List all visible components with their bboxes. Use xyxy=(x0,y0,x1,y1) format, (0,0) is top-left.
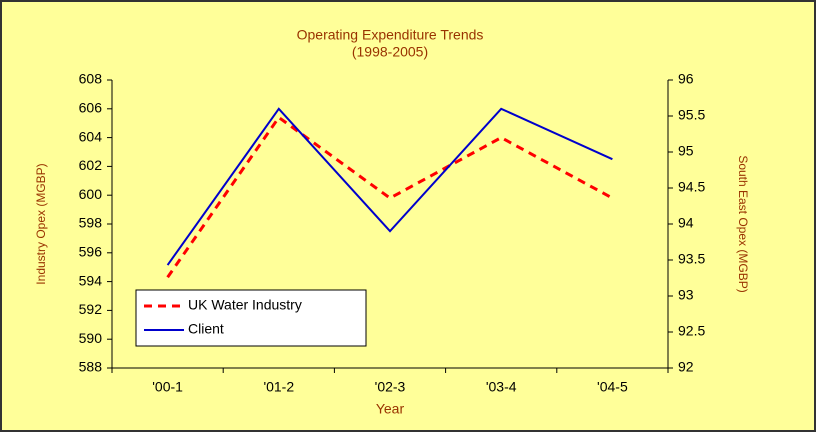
y-tick-label: 594 xyxy=(79,272,103,288)
y-tick-label: 596 xyxy=(79,244,103,260)
y-tick-label: 606 xyxy=(79,100,103,116)
y2-tick-label: 95.5 xyxy=(678,107,705,123)
y-tick-label: 600 xyxy=(79,186,103,202)
y2-tick-label: 93 xyxy=(678,287,694,303)
x-tick-label: '03-4 xyxy=(486,379,517,395)
y2-tick-label: 92.5 xyxy=(678,323,705,339)
chart-title: Operating Expenditure Trends xyxy=(297,27,484,43)
chart-subtitle: (1998-2005) xyxy=(352,44,428,60)
series-line xyxy=(166,115,614,279)
y-tick-label: 598 xyxy=(79,215,103,231)
y-tick-label: 608 xyxy=(79,71,103,87)
x-tick-label: '01-2 xyxy=(263,379,294,395)
y-tick-label: 602 xyxy=(79,157,103,173)
y2-tick-label: 95 xyxy=(678,143,694,159)
y2-tick-label: 96 xyxy=(678,71,694,87)
x-tick-label: '02-3 xyxy=(375,379,406,395)
y2-tick-label: 92 xyxy=(678,359,694,375)
y2-axis-label: South East Opex (MGBP) xyxy=(736,155,750,292)
y2-tick-label: 94 xyxy=(678,215,694,231)
x-tick-label: '04-5 xyxy=(597,379,628,395)
y-axis-label: Industry Opex (MGBP) xyxy=(34,163,48,284)
legend-box xyxy=(135,289,367,347)
y2-tick-label: 94.5 xyxy=(678,179,705,195)
y-tick-label: 590 xyxy=(79,330,103,346)
y-tick-label: 588 xyxy=(79,359,103,375)
legend-label: Client xyxy=(188,321,224,337)
y-tick-label: 592 xyxy=(79,301,103,317)
series-line xyxy=(166,107,613,266)
x-axis-label: Year xyxy=(376,401,405,417)
y2-tick-label: 93.5 xyxy=(678,251,705,267)
x-tick-label: '00-1 xyxy=(152,379,183,395)
legend-label: UK Water Industry xyxy=(188,297,302,313)
y-tick-label: 604 xyxy=(79,128,103,144)
